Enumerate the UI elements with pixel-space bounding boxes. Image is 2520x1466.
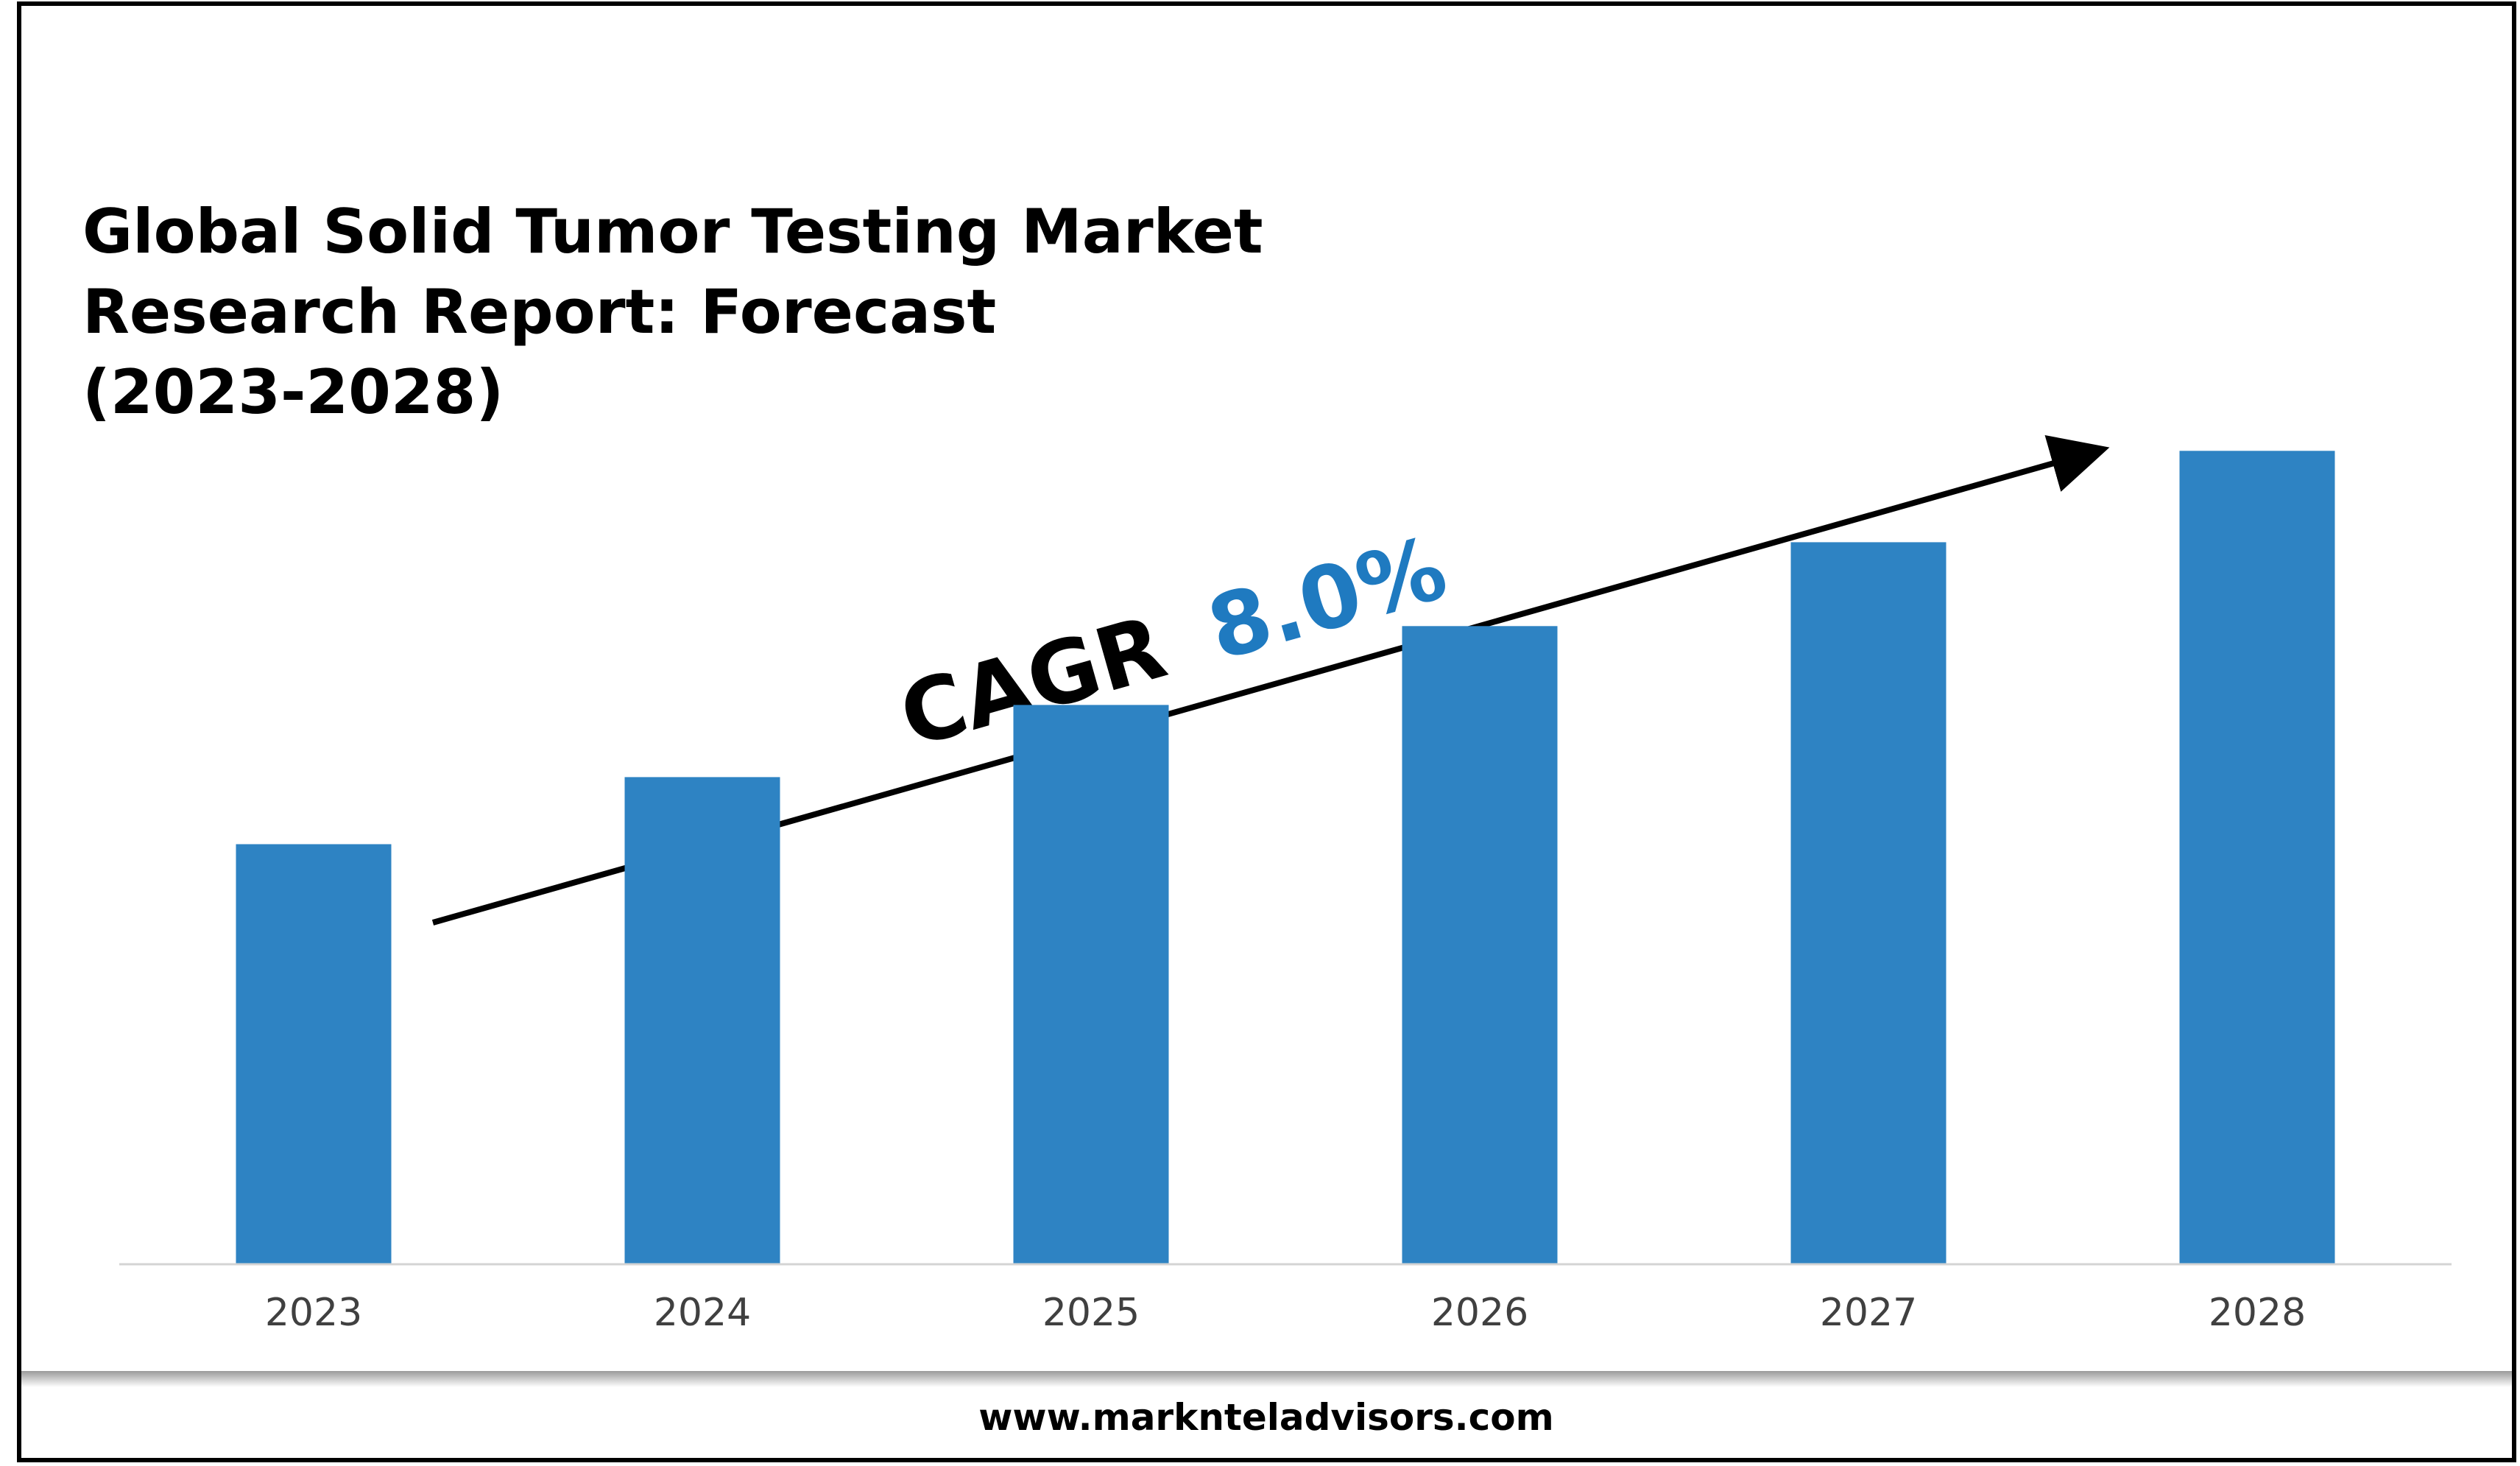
chart-title-line-3: (2023-2028) [82, 356, 504, 428]
x-axis-ticks: 2023 2024 2025 2026 2027 2028 [265, 1291, 2306, 1335]
chart-title-line-1: Global Solid Tumor Testing Market [82, 196, 1263, 267]
bar-2027 [1790, 542, 1947, 1264]
bar-2023 [236, 844, 392, 1264]
x-tick-label-2028: 2028 [2209, 1291, 2306, 1335]
bar-2025 [1013, 705, 1169, 1264]
x-tick-label-2025: 2025 [1042, 1291, 1140, 1335]
bar-series [236, 451, 2335, 1264]
footer-url[interactable]: www.marknteladvisors.com [978, 1396, 1554, 1439]
x-tick-label-2023: 2023 [265, 1291, 362, 1335]
x-tick-label-2024: 2024 [654, 1291, 751, 1335]
chart-title-line-2: Research Report: Forecast [82, 276, 996, 348]
bar-2024 [624, 777, 780, 1264]
bar-2028 [2179, 451, 2335, 1264]
outer-border [17, 1, 2516, 1462]
bar-2026 [1402, 626, 1558, 1264]
footer-divider [21, 1371, 2512, 1387]
x-tick-label-2026: 2026 [1431, 1291, 1528, 1335]
chart-title: Global Solid Tumor Testing Market Resear… [82, 196, 1285, 428]
x-tick-label-2027: 2027 [1820, 1291, 1917, 1335]
